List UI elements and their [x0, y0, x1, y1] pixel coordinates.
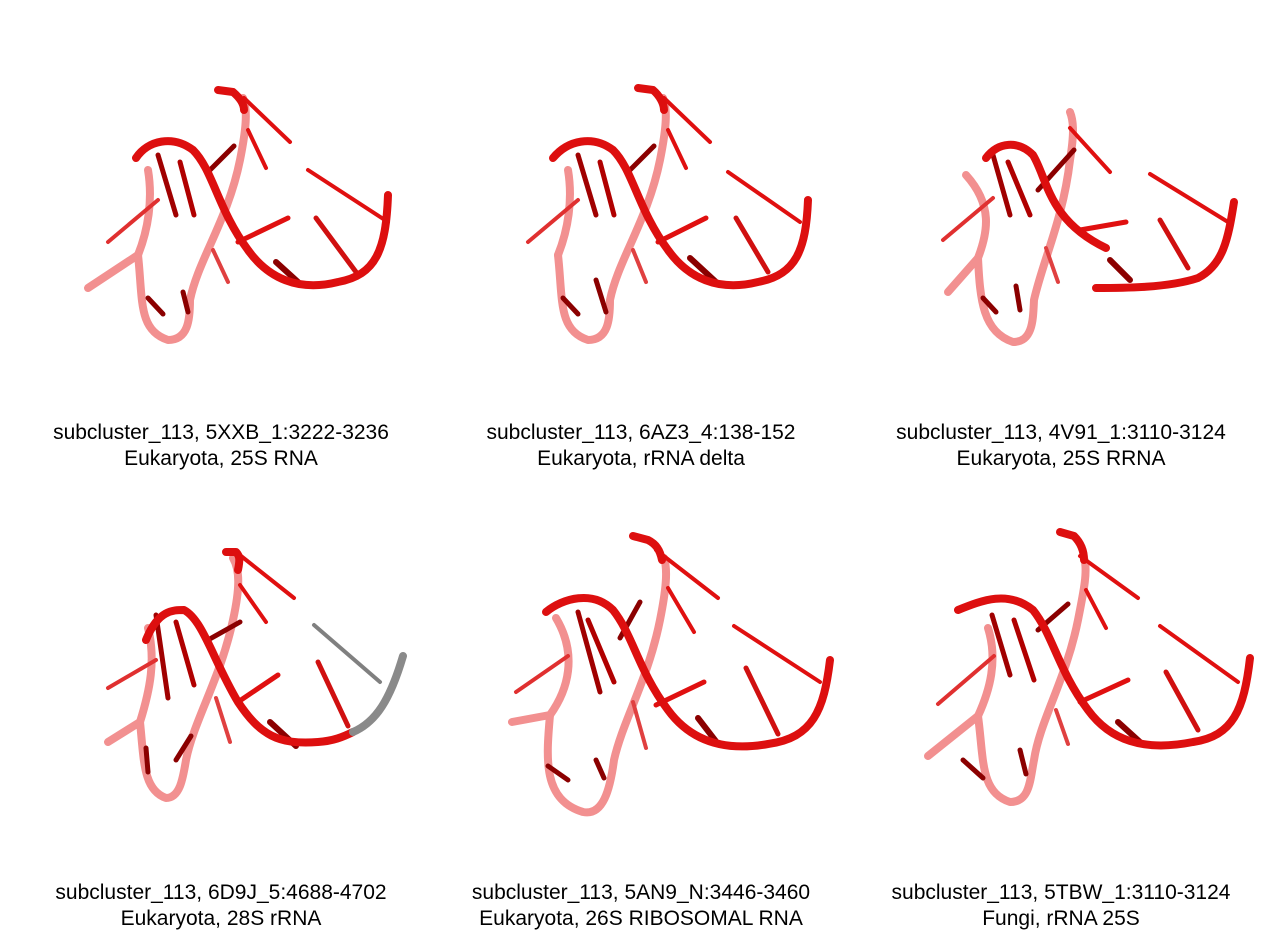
structure-panel-5: subcluster_113, 5AN9_N:3446-3460 Eukaryo…	[428, 460, 854, 930]
structure-panel-1: subcluster_113, 5XXB_1:3222-3236 Eukaryo…	[8, 0, 434, 470]
structure-panel-2: subcluster_113, 6AZ3_4:138-152 Eukaryota…	[428, 0, 854, 470]
structure-caption: subcluster_113, 4V91_1:3110-3124 Eukaryo…	[848, 420, 1274, 472]
caption-line-2: Eukaryota, 25S RRNA	[956, 447, 1166, 470]
structure-caption: subcluster_113, 5XXB_1:3222-3236 Eukaryo…	[8, 420, 434, 472]
rna-structure-image	[526, 84, 812, 344]
caption-line-1: subcluster_113, 5AN9_N:3446-3460	[471, 881, 811, 904]
rna-structure-image	[924, 528, 1254, 806]
caption-line-1: subcluster_113, 5XXB_1:3222-3236	[53, 421, 389, 444]
caption-line-1: subcluster_113, 5TBW_1:3110-3124	[891, 881, 1231, 904]
structure-caption: subcluster_113, 6AZ3_4:138-152 Eukaryota…	[428, 420, 854, 472]
structure-caption: subcluster_113, 5TBW_1:3110-3124 Fungi, …	[848, 880, 1274, 932]
structure-panel-4: subcluster_113, 6D9J_5:4688-4702 Eukaryo…	[8, 460, 434, 930]
structure-caption: subcluster_113, 5AN9_N:3446-3460 Eukaryo…	[428, 880, 854, 932]
caption-line-2: Eukaryota, rRNA delta	[537, 447, 745, 470]
structure-caption: subcluster_113, 6D9J_5:4688-4702 Eukaryo…	[8, 880, 434, 932]
caption-line-1: subcluster_113, 6AZ3_4:138-152	[486, 421, 796, 444]
rna-structure-image	[104, 548, 407, 802]
rna-structure-image	[84, 86, 392, 344]
caption-line-1: subcluster_113, 6D9J_5:4688-4702	[55, 881, 387, 904]
caption-line-1: subcluster_113, 4V91_1:3110-3124	[896, 421, 1226, 444]
caption-line-2: Eukaryota, 28S rRNA	[120, 907, 322, 930]
structure-panel-3: subcluster_113, 4V91_1:3110-3124 Eukaryo…	[848, 0, 1274, 470]
structure-panel-6: subcluster_113, 5TBW_1:3110-3124 Fungi, …	[848, 460, 1274, 930]
caption-line-2: Fungi, rRNA 25S	[982, 907, 1140, 930]
caption-line-2: Eukaryota, 26S RIBOSOMAL RNA	[479, 907, 803, 930]
rna-structure-image	[508, 532, 834, 817]
caption-line-2: Eukaryota, 25S RNA	[124, 447, 318, 470]
rna-structure-image	[941, 108, 1238, 346]
